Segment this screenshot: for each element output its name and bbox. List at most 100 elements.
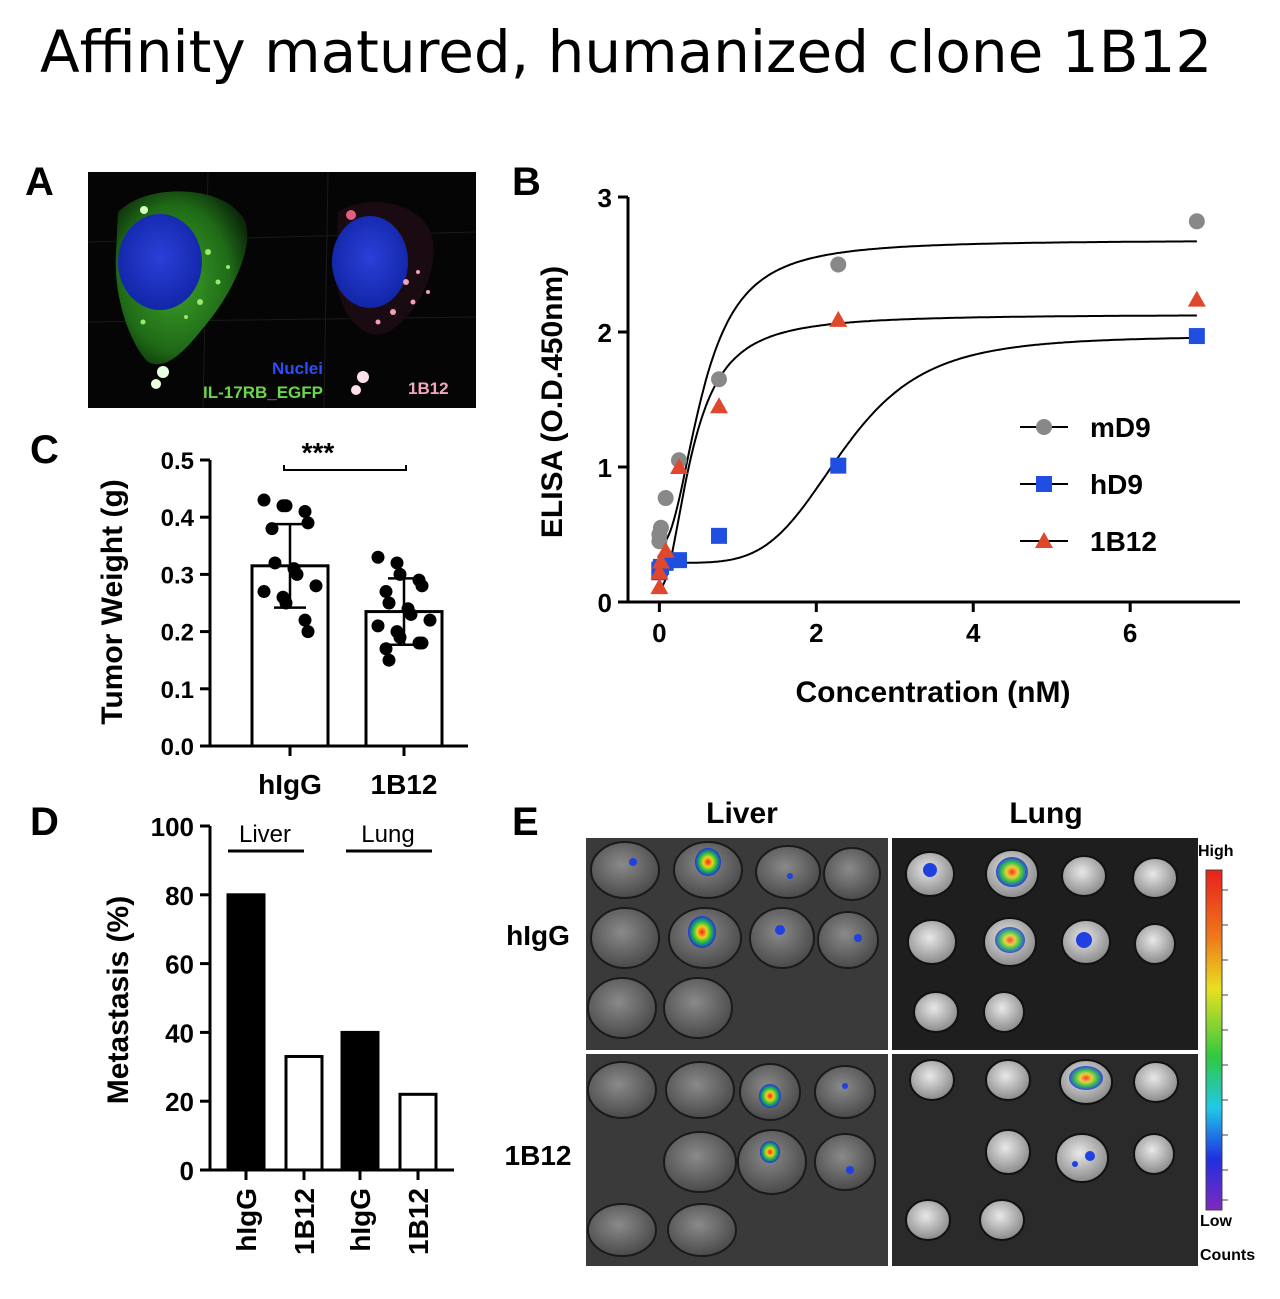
nuclei-label: Nuclei: [272, 359, 323, 378]
c-data-point: [423, 613, 437, 627]
b-point-mD9: [830, 256, 847, 273]
e-color-scale: [1205, 869, 1223, 1211]
b-legend-marker: [1036, 476, 1052, 492]
b-point-hD9: [671, 552, 687, 569]
tumor-weight-chart: 0.0 0.1 0.2 0.3 0.4 0.5 hIgG 1B12 Tumor Weight …: [96, 440, 468, 800]
panel-label-a: A: [25, 160, 54, 204]
b-x-tick-label: 0: [652, 618, 666, 648]
e-col-label-lung: Lung: [1009, 797, 1082, 830]
b-point-1B12: [829, 310, 848, 327]
c-data-point: [279, 596, 293, 610]
d-bar: [226, 893, 266, 1172]
c-significance-bracket: [283, 465, 407, 471]
c-y-tick-label: 0.3: [161, 562, 194, 589]
b-point-mD9: [657, 490, 674, 507]
nucleus-left: [118, 214, 202, 310]
b-point-hD9: [1188, 328, 1205, 345]
d-y-tick-label: 40: [165, 1018, 194, 1048]
c-y-tick-label: 0.1: [161, 677, 194, 704]
d-y-axis-label: Metastasis (%): [102, 896, 135, 1104]
e-col-label-liver: Liver: [706, 797, 778, 830]
c-data-point: [301, 625, 315, 639]
c-data-point: [415, 579, 429, 593]
e-scale-counts-label: Counts: [1200, 1247, 1255, 1264]
d-bar: [284, 1054, 324, 1172]
micrograph-panel: Nuclei IL-17RB_EGFP 1B12: [88, 172, 476, 408]
e-scale-high-label: High: [1198, 843, 1234, 860]
b-legend-label: mD9: [1090, 412, 1151, 443]
c-x-tick-label: 1B12: [371, 769, 438, 800]
clone-label: 1B12: [408, 379, 449, 398]
panel-label-d: D: [30, 800, 59, 844]
b-point-1B12: [710, 397, 729, 414]
d-y-tick-label: 100: [151, 812, 194, 842]
b-y-tick-label: 0: [598, 588, 612, 618]
b-point-1B12: [1187, 290, 1206, 307]
c-data-point: [298, 613, 312, 627]
c-data-point: [379, 585, 393, 599]
c-data-point: [290, 567, 304, 581]
c-data-point: [393, 630, 407, 644]
c-data-point: [371, 550, 385, 564]
c-data-point: [257, 493, 271, 507]
c-data-point: [257, 585, 271, 599]
b-x-tick-label: 4: [966, 618, 981, 648]
c-y-tick-label: 0.0: [161, 734, 194, 761]
d-y-tick-label: 80: [165, 881, 194, 911]
c-data-point: [390, 556, 404, 570]
egfp-label: IL-17RB_EGFP: [203, 383, 323, 402]
nucleus-right: [332, 216, 408, 308]
c-data-point: [382, 653, 396, 667]
c-data-point: [279, 499, 293, 513]
c-y-axis-label: Tumor Weight (g): [96, 479, 129, 725]
b-point-1B12: [650, 563, 669, 580]
b-legend-label: hD9: [1090, 469, 1143, 500]
b-x-axis-label: Concentration (nM): [796, 676, 1071, 709]
c-data-point: [393, 567, 407, 581]
d-y-tick-label: 60: [165, 950, 194, 980]
panel-label-e: E: [512, 800, 539, 844]
panel-label-b: B: [512, 160, 541, 204]
b-y-tick-label: 3: [598, 183, 612, 213]
b-point-mD9: [652, 519, 669, 536]
c-data-point: [301, 516, 315, 530]
b-fit-curve-hD9: [659, 336, 1197, 564]
b-point-1B12: [651, 552, 670, 569]
b-legend-marker: [1035, 532, 1053, 548]
c-data-point: [309, 579, 323, 593]
c-data-point: [268, 556, 282, 570]
c-data-point: [415, 636, 429, 650]
d-x-tick-label: 1B12: [289, 1188, 320, 1255]
b-y-axis-label: ELISA (O.D.450nm): [536, 266, 569, 538]
c-y-tick-label: 0.4: [161, 505, 195, 532]
d-bar: [398, 1092, 438, 1172]
d-x-tick-label: hIgG: [231, 1188, 262, 1252]
b-point-hD9: [711, 527, 728, 544]
b-point-1B12: [670, 458, 688, 474]
c-y-tick-label: 0.5: [161, 448, 194, 475]
e-row-label-1b12: 1B12: [505, 1140, 572, 1171]
c-data-point: [404, 607, 418, 621]
b-fit-curve-mD9: [659, 240, 1197, 547]
d-bar: [340, 1030, 380, 1172]
d-liver-label: Liver: [239, 821, 291, 848]
panel-label-c: C: [30, 428, 59, 472]
d-x-tick-label: 1B12: [403, 1188, 434, 1255]
b-point-1B12: [650, 578, 669, 595]
b-point-mD9: [711, 371, 728, 388]
b-point-mD9: [1188, 213, 1205, 230]
metastasis-chart: 0 20 40 60 80 100 hIgG 1B12 hIgG 1B12 Metastasis …: [102, 812, 454, 1255]
b-x-tick-label: 6: [1123, 618, 1137, 648]
elisa-binding-chart: 0 1 2 3 0 2 4 6 mD9 hD9 1B12 Concentration (nM) E…: [536, 183, 1240, 709]
c-y-tick-label: 0.2: [161, 620, 194, 647]
c-data-point: [382, 596, 396, 610]
c-data-point: [265, 522, 279, 536]
d-y-tick-label: 20: [165, 1087, 194, 1117]
e-row-label-higg: hIgG: [506, 920, 570, 951]
c-significance-label: ***: [302, 440, 335, 468]
d-x-tick-label: hIgG: [345, 1188, 376, 1252]
b-y-tick-label: 2: [598, 318, 612, 348]
b-y-tick-label: 1: [598, 453, 612, 483]
figure-title: Affinity matured, humanized clone 1B12: [40, 18, 1213, 86]
e-scale-low-label: Low: [1200, 1213, 1233, 1230]
